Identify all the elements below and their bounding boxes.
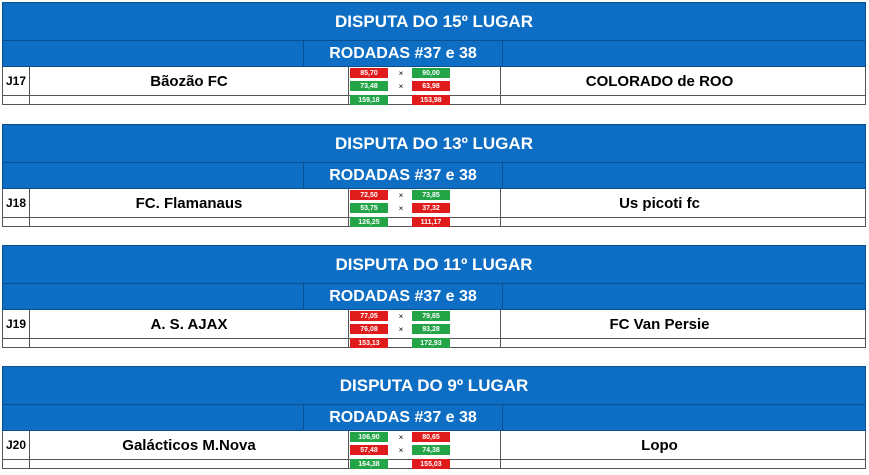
score-r37-left: 72,50 [350, 190, 388, 200]
score-r37-left: 77,05 [350, 311, 388, 321]
versus-mark: × [398, 203, 404, 213]
score-r37-right: 80,65 [412, 432, 450, 442]
versus-mark: × [398, 311, 404, 321]
team-left: Bãozão FC [150, 72, 228, 90]
rodadas-label: RODADAS #37 e 38 [303, 41, 503, 66]
divider [29, 431, 30, 468]
match-block: DISPUTA DO 13º LUGAR RODADAS #37 e 38 J1… [2, 124, 866, 227]
match-row: J18 FC. Flamanaus Us picoti fc 72,50 × 7… [2, 189, 866, 227]
match-row: J19 A. S. AJAX FC Van Persie 77,05 × 79,… [2, 310, 866, 348]
versus-mark: × [398, 81, 404, 91]
rodadas-label: RODADAS #37 e 38 [303, 163, 503, 188]
score-r37-left: 106,90 [350, 432, 388, 442]
score-r38-right: 63,98 [412, 81, 450, 91]
divider [348, 431, 349, 468]
team-left: FC. Flamanaus [135, 194, 243, 212]
rodadas-bar: RODADAS #37 e 38 [2, 41, 866, 67]
team-left: Galácticos M.Nova [122, 436, 256, 454]
score-r37-left: 85,70 [350, 68, 388, 78]
versus-mark: × [398, 445, 404, 455]
rodadas-label: RODADAS #37 e 38 [303, 405, 503, 430]
match-block: DISPUTA DO 11º LUGAR RODADAS #37 e 38 J1… [2, 245, 866, 348]
match-title: DISPUTA DO 9º LUGAR [2, 366, 866, 405]
score-r37-right: 73,85 [412, 190, 450, 200]
match-code: J18 [3, 189, 30, 218]
team-right: FC Van Persie [609, 315, 710, 333]
score-r38-left: 57,48 [350, 445, 388, 455]
score-r38-right: 37,32 [412, 203, 450, 213]
rodadas-bar: RODADAS #37 e 38 [2, 405, 866, 431]
match-code: J20 [3, 431, 30, 460]
match-code: J17 [3, 67, 30, 96]
divider [348, 67, 349, 104]
score-r37-right: 90,00 [412, 68, 450, 78]
versus-mark: × [398, 432, 404, 442]
match-row: J20 Galácticos M.Nova Lopo 106,90 × 80,6… [2, 431, 866, 469]
total-right: 111,17 [412, 217, 450, 227]
score-r38-right: 74,38 [412, 445, 450, 455]
match-title: DISPUTA DO 13º LUGAR [2, 124, 866, 163]
divider [29, 310, 30, 347]
match-block: DISPUTA DO 9º LUGAR RODADAS #37 e 38 J20… [2, 366, 866, 469]
rodadas-bar: RODADAS #37 e 38 [2, 284, 866, 310]
team-left: A. S. AJAX [150, 315, 228, 333]
divider [500, 310, 501, 347]
match-code: J19 [3, 310, 30, 339]
total-right: 155,03 [412, 459, 450, 469]
score-r38-left: 76,08 [350, 324, 388, 334]
score-r38-left: 53,75 [350, 203, 388, 213]
total-left: 153,13 [350, 338, 388, 348]
versus-mark: × [398, 190, 404, 200]
match-title: DISPUTA DO 11º LUGAR [2, 245, 866, 284]
divider [500, 67, 501, 104]
divider [29, 189, 30, 226]
divider [348, 310, 349, 347]
divider [29, 67, 30, 104]
rodadas-bar: RODADAS #37 e 38 [2, 163, 866, 189]
versus-mark: × [398, 68, 404, 78]
score-r37-right: 79,65 [412, 311, 450, 321]
team-right: Us picoti fc [619, 194, 700, 212]
total-left: 164,38 [350, 459, 388, 469]
match-block: DISPUTA DO 15º LUGAR RODADAS #37 e 38 J1… [2, 2, 866, 105]
divider [348, 189, 349, 226]
match-row: J17 Bãozão FC COLORADO de ROO 85,70 × 90… [2, 67, 866, 105]
total-right: 172,93 [412, 338, 450, 348]
team-right: COLORADO de ROO [585, 72, 734, 90]
divider [500, 189, 501, 226]
score-r38-right: 93,28 [412, 324, 450, 334]
rodadas-label: RODADAS #37 e 38 [303, 284, 503, 309]
total-right: 153,98 [412, 95, 450, 105]
versus-mark: × [398, 324, 404, 334]
total-left: 159,18 [350, 95, 388, 105]
team-right: Lopo [641, 436, 678, 454]
match-title: DISPUTA DO 15º LUGAR [2, 2, 866, 41]
score-r38-left: 73,48 [350, 81, 388, 91]
total-left: 126,25 [350, 217, 388, 227]
divider [500, 431, 501, 468]
